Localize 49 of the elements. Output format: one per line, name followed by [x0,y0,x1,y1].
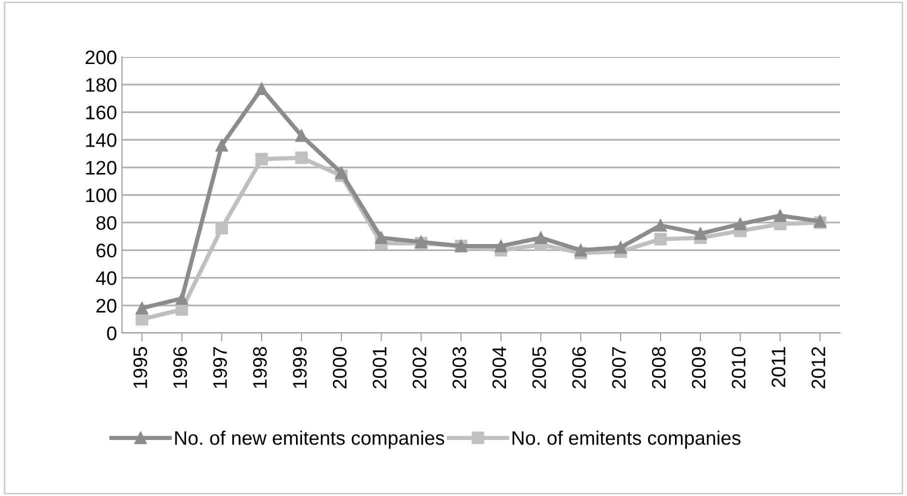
point [494,240,508,252]
point [136,302,148,314]
x-tick-label: 1995 [133,347,148,388]
y-tick-label: 40 [96,271,116,286]
x-tick-label: 2009 [692,347,706,388]
y-tick-label: 60 [96,244,116,258]
point [176,292,188,305]
x-tick-label: 2008 [652,347,666,388]
x-tick-label: 2000 [332,346,347,388]
legend-label: No. of new emitents companies [175,430,444,449]
point [614,241,627,254]
point [774,209,786,222]
y-tick-label: 100 [86,188,116,202]
y-tick-label: 80 [96,216,116,230]
point [534,232,548,244]
y-tick-label: 140 [86,133,116,148]
point [654,232,667,246]
point [215,139,228,152]
x-tick-label: 1997 [213,347,227,388]
point [255,82,268,95]
point [654,219,667,232]
point [734,218,747,230]
x-tick-label: 2004 [492,346,506,388]
y-tick-label: 120 [86,160,116,175]
y-tick-label: 160 [86,106,116,120]
x-tick-label: 2002 [412,347,426,388]
x-tick-label: 2005 [532,347,546,388]
point [215,222,228,234]
x-tick-label: 2011 [772,347,786,388]
y-tick-label: 20 [96,298,116,313]
x-tick-label: 1996 [173,347,188,388]
y-tick-label: 200 [86,50,116,64]
y-tick-label: 180 [86,78,116,92]
x-tick-label: 2010 [732,346,746,388]
x-tick-label: 2007 [612,347,626,388]
point [255,152,268,166]
x-tick-label: 2012 [812,347,826,388]
point [694,227,707,240]
point [335,166,348,180]
x-tick-label: 1999 [292,347,307,388]
x-tick-label: 2001 [372,347,386,388]
x-tick-label: 2003 [452,347,466,388]
y-tick-label: 0 [107,326,116,340]
x-tick-label: 2006 [572,347,586,388]
legend-label: No. of emitents companies [512,430,740,449]
x-tick-label: 1998 [253,347,267,388]
point [375,232,388,244]
point [295,151,308,164]
point [574,244,587,256]
